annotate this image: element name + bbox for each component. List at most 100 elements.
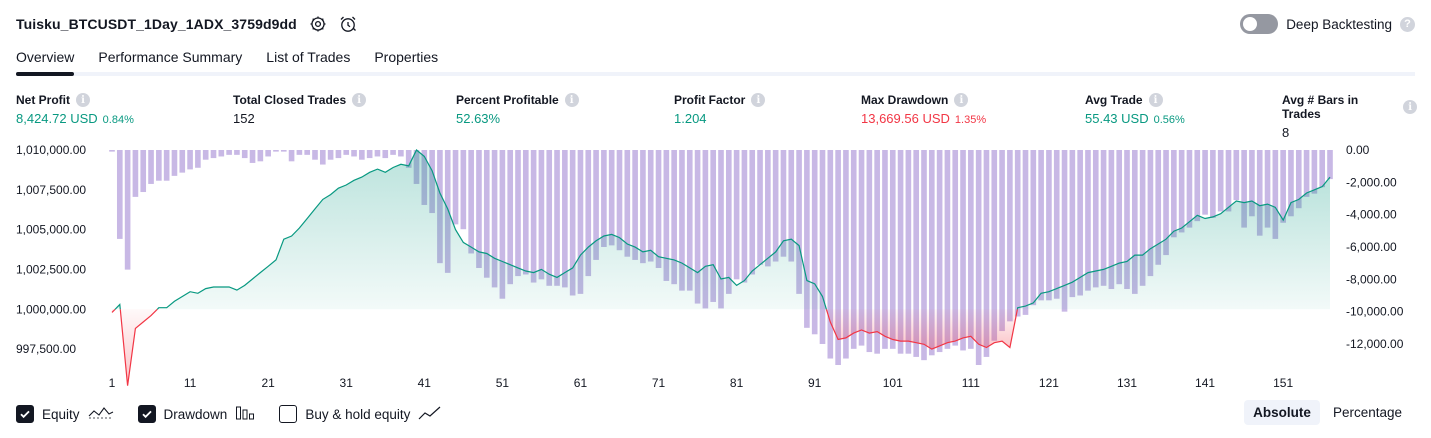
equity-drawdown-chart[interactable]: 1,010,000.00 1,007,500.00 1,005,000.00 1,00… (0, 140, 1431, 395)
drawdown-bar (1288, 150, 1294, 217)
drawdown-bar (116, 150, 123, 239)
alarm-clock-icon[interactable] (337, 13, 359, 35)
drawdown-bar (241, 150, 248, 159)
info-icon[interactable]: i (352, 93, 367, 107)
stat-avg-trade: Avg Trade i 55.43 USD 0.56% (1085, 93, 1185, 126)
strategy-header: Tuisku_BTCUSDT_1Day_1ADX_3759d9dd Deep B… (16, 10, 1415, 38)
tab-properties[interactable]: Properties (374, 49, 439, 65)
drawdown-bar (1178, 150, 1185, 233)
drawdown-bar (538, 150, 545, 280)
equity-line-icon (88, 405, 114, 424)
drawdown-bar (359, 150, 365, 160)
tab-performance-summary[interactable]: Performance Summary (98, 49, 243, 65)
drawdown-bar (234, 150, 240, 155)
equity-line (825, 309, 1018, 350)
drawdown-bar (515, 150, 521, 277)
x-axis-tick: 1 (109, 376, 116, 390)
drawdown-bar (1046, 150, 1052, 301)
drawdown-bar (1225, 150, 1232, 212)
drawdown-bar (148, 150, 154, 184)
drawdown-bar (640, 150, 646, 264)
stat-percent: 0.56% (1153, 114, 1185, 126)
tab-list-of-trades[interactable]: List of Trades (266, 49, 351, 65)
x-axis-tick: 51 (496, 376, 510, 390)
drawdown-bar (1272, 150, 1279, 239)
tab-bar: Overview Performance Summary List of Tra… (16, 42, 1415, 76)
drawdown-bar (850, 150, 857, 349)
question-mark-icon[interactable]: ? (1400, 16, 1415, 32)
right-axis-tick: -12,000.00 (1346, 337, 1404, 351)
info-icon[interactable]: i (1148, 93, 1163, 107)
drawdown-bar (366, 150, 373, 159)
drawdown-bar (483, 150, 490, 278)
drawdown-bar (1108, 150, 1115, 290)
buy-hold-checkbox[interactable] (279, 405, 298, 423)
gear-icon[interactable] (307, 13, 329, 35)
info-icon[interactable]: i (1403, 100, 1417, 114)
drawdown-bar (655, 150, 662, 269)
x-axis-tick: 11 (184, 376, 197, 390)
drawdown-bar (1085, 150, 1091, 291)
stat-label: Net Profit (16, 93, 70, 107)
absolute-button[interactable]: Absolute (1244, 400, 1320, 425)
drawdown-bar (109, 150, 115, 152)
drawdown-bar (132, 150, 139, 197)
legend-drawdown[interactable]: Drawdown (137, 405, 256, 424)
drawdown-bar (905, 150, 912, 354)
equity-checkbox[interactable] (16, 405, 34, 423)
drawdown-bar (796, 150, 802, 294)
drawdown-bar (218, 150, 225, 157)
stat-label: Avg # Bars in Trades (1282, 93, 1359, 121)
info-icon[interactable]: i (76, 93, 90, 107)
drawdown-bar (1131, 150, 1138, 294)
drawdown-bar (319, 150, 326, 165)
drawdown-bar (1007, 150, 1013, 322)
drawdown-bar (179, 150, 186, 173)
drawdown-bar (163, 150, 170, 181)
legend-equity[interactable]: Equity (16, 405, 114, 424)
x-axis-tick: 151 (1273, 376, 1293, 390)
percentage-button[interactable]: Percentage (1332, 405, 1402, 420)
drawdown-bar (702, 150, 709, 309)
drawdown-bar (1202, 150, 1208, 215)
drawdown-bar (882, 150, 888, 349)
drawdown-bar (608, 150, 615, 246)
info-icon[interactable]: i (564, 93, 579, 107)
drawdown-bar (1092, 150, 1099, 288)
stat-percent-profitable: Percent Profitable i 52.63% (456, 93, 579, 126)
drawdown-bar (679, 150, 685, 291)
stat-value: 8,424.72 USD (16, 111, 98, 126)
stat-max-drawdown: Max Drawdown i 13,669.56 USD 1.35% (861, 93, 986, 126)
drawdown-bar (733, 150, 740, 280)
left-axis-tick: 1,005,000.00 (16, 223, 86, 237)
drawdown-bar (1194, 150, 1201, 222)
drawdown-bar (710, 150, 717, 302)
drawdown-bar (273, 150, 279, 152)
deep-backtesting-label: Deep Backtesting (1286, 16, 1392, 32)
drawdown-bar (897, 150, 904, 354)
equity-line (114, 303, 121, 310)
drawdown-bar (522, 150, 529, 275)
drawdown-bar (460, 150, 467, 230)
drawdown-bar (1303, 150, 1310, 197)
drawdown-bar (936, 150, 943, 353)
deep-backtesting-toggle[interactable] (1240, 14, 1279, 34)
tab-overview[interactable]: Overview (16, 42, 75, 76)
info-icon[interactable]: i (954, 93, 969, 107)
drawdown-checkbox[interactable] (137, 405, 156, 423)
legend-buy-hold[interactable]: Buy & hold equity (279, 405, 442, 424)
x-axis-tick: 31 (340, 376, 354, 390)
info-icon[interactable]: i (751, 93, 766, 107)
left-axis-tick: 1,002,500.00 (16, 262, 86, 276)
drawdown-bar (858, 150, 865, 346)
x-axis-tick: 121 (1039, 376, 1059, 390)
drawdown-bar (1014, 150, 1021, 317)
drawdown-bar (1139, 150, 1146, 286)
equity-profit-area (157, 150, 827, 310)
drawdown-bar (991, 150, 998, 341)
drawdown-bar (1319, 150, 1326, 188)
left-axis-tick: 1,000,000.00 (16, 302, 86, 316)
drawdown-bar (1022, 150, 1029, 315)
drawdown-bar (827, 150, 834, 359)
x-axis-tick: 131 (1117, 376, 1137, 390)
